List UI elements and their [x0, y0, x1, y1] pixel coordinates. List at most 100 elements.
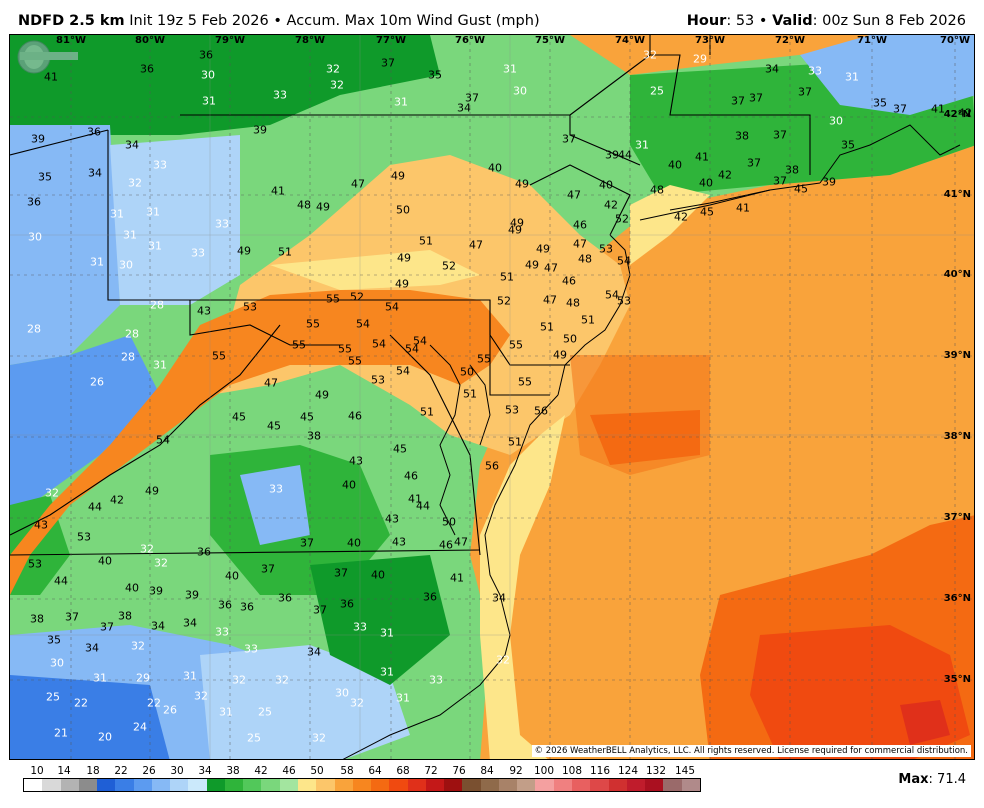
- map-header: NDFD 2.5 km Init 19z 5 Feb 2026 • Accum.…: [0, 0, 984, 34]
- gust-value: 55: [326, 292, 340, 306]
- gust-value: 53: [243, 300, 257, 314]
- lon-label-70w: 70°W: [940, 35, 970, 46]
- gust-value: 52: [350, 290, 364, 304]
- gust-value: 43: [197, 304, 211, 318]
- colorbar-label: 10: [30, 765, 44, 777]
- gust-value: 40: [98, 554, 112, 568]
- gust-value: 36: [197, 545, 211, 559]
- gust-value: 49: [316, 200, 330, 214]
- hour-value: : 53: [726, 13, 755, 29]
- gust-value: 38: [118, 609, 132, 623]
- gust-value: 49: [553, 348, 567, 362]
- gust-value: 51: [540, 320, 554, 334]
- lon-label-74w: 74°W: [615, 35, 645, 46]
- gust-value: 34: [85, 641, 99, 655]
- gust-value: 41: [271, 184, 285, 198]
- gust-value: 55: [348, 354, 362, 368]
- colorbar-swatch: [498, 779, 518, 791]
- lon-label-73w: 73°W: [695, 35, 725, 46]
- max-label: Max: [898, 772, 929, 787]
- gust-value: 25: [46, 690, 60, 704]
- lat-label-37n: 37°N: [943, 512, 971, 523]
- gust-value: 32: [643, 48, 657, 62]
- lon-label-75w: 75°W: [535, 35, 565, 46]
- gust-value: 41: [44, 70, 58, 84]
- gust-value: 41: [450, 571, 464, 585]
- gust-value: 42: [604, 198, 618, 212]
- colorbar-label: 18: [86, 765, 100, 777]
- gust-value: 50: [460, 365, 474, 379]
- colorbar-swatch: [206, 779, 225, 791]
- gust-value: 48: [578, 252, 592, 266]
- gust-value: 49: [525, 258, 539, 272]
- gust-value: 37: [773, 174, 787, 188]
- gust-value: 36: [199, 48, 213, 62]
- copyright-notice: © 2026 WeatherBELL Analytics, LLC. All r…: [531, 745, 971, 757]
- lon-label-71w: 71°W: [857, 35, 887, 46]
- lon-label-76w: 76°W: [455, 35, 485, 46]
- gust-value: 38: [307, 429, 321, 443]
- gust-value: 41: [931, 102, 945, 116]
- gust-value: 52: [442, 259, 456, 273]
- gust-value: 39: [149, 584, 163, 598]
- colorbar-swatch: [24, 779, 43, 791]
- gust-value: 53: [617, 294, 631, 308]
- gust-value: 32: [232, 673, 246, 687]
- gust-value: 39: [31, 132, 45, 146]
- gust-value: 54: [617, 254, 631, 268]
- gust-value: 30: [50, 656, 64, 670]
- gust-value: 33: [244, 642, 258, 656]
- lon-label-78w: 78°W: [295, 35, 325, 46]
- gust-value: 32: [128, 176, 142, 190]
- gust-value: 54: [413, 334, 427, 348]
- colorbar-label: 58: [340, 765, 354, 777]
- gust-value: 55: [518, 375, 532, 389]
- gust-value: 34: [307, 645, 321, 659]
- colorbar-label: 50: [310, 765, 324, 777]
- weatherbell-logo: [17, 40, 78, 74]
- gust-value: 32: [326, 62, 340, 76]
- gust-value: 32: [330, 78, 344, 92]
- gust-value: 21: [54, 726, 68, 740]
- gust-value: 30: [335, 686, 349, 700]
- gust-value: 36: [140, 62, 154, 76]
- header-validity: Hour: 53 • Valid: 00z Sun 8 Feb 2026: [687, 13, 966, 29]
- gust-value: 35: [38, 170, 52, 184]
- gust-value: 41: [408, 492, 422, 506]
- gust-value: 46: [573, 218, 587, 232]
- max-readout: Max: 71.4: [898, 772, 966, 787]
- gust-value: 31: [396, 691, 410, 705]
- gust-value: 54: [405, 342, 419, 356]
- gust-value: 39: [822, 175, 836, 189]
- gust-value: 40: [342, 478, 356, 492]
- gust-value: 28: [27, 322, 41, 336]
- gust-value: 42: [110, 493, 124, 507]
- gust-value: 32: [312, 731, 326, 745]
- gust-value: 24: [133, 720, 147, 734]
- gust-value: 34: [88, 166, 102, 180]
- gust-value: 37: [261, 562, 275, 576]
- gust-value: 49: [395, 277, 409, 291]
- gust-value: 36: [240, 600, 254, 614]
- gust-value: 33: [808, 64, 822, 78]
- gust-value: 41: [736, 201, 750, 215]
- gust-value: 36: [278, 591, 292, 605]
- gust-value: 31: [146, 205, 160, 219]
- gust-value: 54: [372, 337, 386, 351]
- gust-value: 32: [350, 696, 364, 710]
- gust-value: 44: [416, 499, 430, 513]
- gust-value: 49: [237, 244, 251, 258]
- colorbar-swatch: [133, 779, 152, 791]
- gust-value: 31: [93, 671, 107, 685]
- colorbar-swatch: [297, 779, 317, 791]
- gust-value: 39: [253, 123, 267, 137]
- wind-gust-map[interactable]: 81°W 80°W 79°W 78°W 77°W 76°W 75°W 74°W …: [9, 34, 975, 760]
- colorbar-swatch: [151, 779, 171, 791]
- gust-value: 34: [151, 619, 165, 633]
- gust-value: 34: [765, 62, 779, 76]
- colorbar-swatch: [243, 779, 262, 791]
- lon-label-77w: 77°W: [376, 35, 406, 46]
- gust-value: 28: [121, 350, 135, 364]
- gust-value: 49: [515, 177, 529, 191]
- gust-value: 51: [500, 270, 514, 284]
